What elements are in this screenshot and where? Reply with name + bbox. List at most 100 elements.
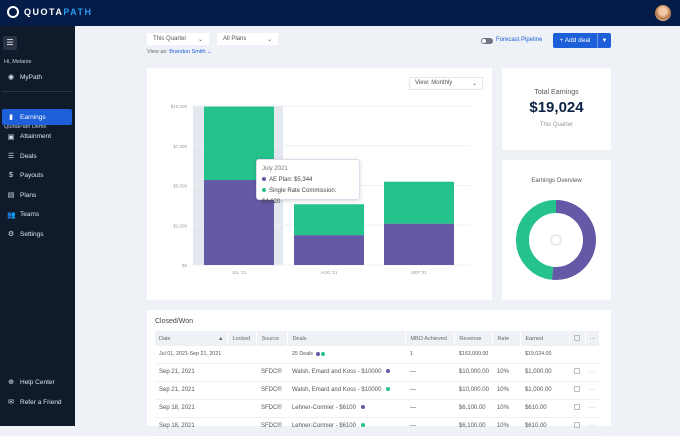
table-row[interactable]: Sep 21, 2021 SFDC® Walsh, Emard and Koss -…	[155, 381, 600, 400]
gear-icon: ⚙	[7, 231, 15, 238]
section-label: QuotaPath Demo	[4, 124, 47, 130]
sidebar-item-settings[interactable]: ⚙ Settings	[2, 226, 72, 242]
select-all-header[interactable]	[569, 331, 586, 346]
view-as-user-dropdown[interactable]: Brandon Smith	[169, 49, 206, 55]
more-icon[interactable]: ···	[589, 423, 595, 429]
header-label: Deals	[292, 335, 307, 342]
sidebar-item-mypath[interactable]: ◉ MyPath	[2, 69, 72, 85]
ae-plan-dot	[315, 351, 320, 356]
add-deal-dropdown-button[interactable]: ▼	[597, 33, 611, 48]
deals-table: Date ▲ Locked Source Deals MBO Achieved Revenu…	[155, 331, 600, 436]
sidebar: ☰ Hi, Melanie ◉ MyPath QuotaPath Demo ▮ Ea…	[0, 26, 75, 426]
column-header-source[interactable]: Source	[256, 331, 289, 346]
more-icon[interactable]: ···	[589, 335, 596, 342]
table-row[interactable]: Sep 18, 2021 SFDC® Lehner-Cormier - $6100 —…	[155, 399, 600, 418]
add-deal-button[interactable]: + Add deal	[553, 33, 597, 48]
cell-revenue: $6,100.00	[454, 417, 493, 436]
bar-ae-plan[interactable]	[384, 223, 454, 265]
sidebar-item-label: Help Center	[20, 378, 55, 386]
table-row[interactable]: Sep 21, 2021 SFDC® Walsh, Emard and Koss -…	[155, 363, 600, 382]
cell-deal[interactable]: Walsh, Emard and Koss - $10000	[291, 369, 382, 375]
cell-revenue: $6,100.00	[454, 399, 493, 418]
column-header-revenue[interactable]: Revenue	[454, 331, 494, 346]
legend-dot	[262, 177, 266, 182]
column-header-date[interactable]: Date ▲	[155, 331, 229, 346]
logo-text-accent: PATH	[63, 7, 93, 17]
column-header-locked[interactable]: Locked	[227, 331, 258, 346]
sidebar-item-plans[interactable]: ▤ Plans	[2, 187, 72, 203]
donut-slice-ae-plan[interactable]	[551, 200, 596, 280]
quotapath-logo[interactable]: QUOTA PATH	[7, 6, 93, 18]
column-header-deals[interactable]: Deals	[287, 331, 407, 346]
row-checkbox[interactable]	[573, 404, 580, 410]
sidebar-item-refer-a-friend[interactable]: ✉ Refer a Friend	[2, 394, 72, 410]
period-select[interactable]: This Quarter ⌄	[147, 33, 209, 45]
bar-single-rate-commission[interactable]	[384, 181, 454, 224]
more-header[interactable]: ···	[585, 331, 600, 346]
checkbox[interactable]	[574, 334, 581, 341]
divider	[2, 91, 72, 92]
sidebar-item-attainment[interactable]: ▣ Attainment	[2, 129, 72, 145]
y-tick-label: $10,000	[171, 104, 188, 109]
chevron-down-icon: ⌄	[266, 36, 272, 43]
cell-rate: 10%	[492, 381, 521, 400]
total-earnings-period: This Quarter	[539, 122, 574, 128]
cell-earned: $19,024.00	[520, 346, 570, 364]
cell-rate: 10%	[492, 417, 521, 436]
chart-tooltip: July 2021 AE Plan: $5,344 Single Rate Co…	[256, 159, 360, 205]
forecast-pipeline-toggle[interactable]	[481, 38, 493, 44]
collapse-menu-button[interactable]: ☰	[3, 36, 17, 50]
sidebar-item-help-center[interactable]: ⊕ Help Center	[2, 374, 72, 390]
cell-deal[interactable]: Lehner-Cormier - $6100	[291, 423, 356, 429]
forecast-pipeline-label[interactable]: Forecast Pipeline	[496, 37, 543, 43]
cell-earned: $1,000.00	[520, 363, 570, 382]
sidebar-item-teams[interactable]: 👥 Teams	[2, 207, 72, 223]
header-label: Revenue	[459, 335, 482, 342]
view-select[interactable]: View: Monthly ⌄	[409, 77, 483, 90]
cell-mbo: —	[405, 417, 455, 436]
cell-deal[interactable]: Walsh, Emard and Koss - $10000	[291, 387, 382, 393]
table-title: Closed/Won	[155, 318, 194, 325]
row-checkbox[interactable]	[573, 368, 580, 374]
cell-date: Jul 01, 2021-Sep 21, 2021	[155, 346, 228, 364]
y-tick-label: $0	[182, 263, 188, 268]
cell-revenue: $163,000.00	[454, 346, 493, 364]
period-value: This Quarter	[153, 36, 187, 42]
sidebar-item-payouts[interactable]: $ Payouts	[2, 168, 72, 184]
sidebar-item-earnings[interactable]: ▮ Earnings	[2, 109, 72, 125]
column-header-rate[interactable]: Rate	[492, 331, 522, 346]
column-header-mbo-achieved[interactable]: MBO Achieved	[405, 331, 456, 346]
header-label: MBO Achieved	[410, 335, 447, 342]
row-checkbox[interactable]	[573, 422, 580, 428]
dollar-icon: $	[9, 172, 13, 179]
plans-select[interactable]: All Plans ⌄	[217, 33, 278, 45]
tooltip-line: Single Rate Commission: $4,620	[262, 188, 337, 205]
sidebar-item-label: Plans	[20, 191, 37, 199]
more-icon[interactable]: ···	[589, 387, 595, 393]
plan-dot	[386, 387, 391, 392]
x-tick-label: JUL '21	[232, 270, 247, 275]
sort-asc-icon[interactable]: ▲	[218, 335, 224, 342]
quotapath-watermark-icon	[550, 234, 562, 246]
donut-slice-single-rate[interactable]	[516, 200, 557, 280]
chevron-down-icon[interactable]: ⌄	[207, 49, 212, 55]
sidebar-item-label: MyPath	[20, 73, 43, 81]
row-checkbox[interactable]	[573, 386, 580, 392]
bar-ae-plan[interactable]	[294, 235, 364, 265]
more-icon[interactable]: ···	[589, 369, 595, 375]
more-icon[interactable]: ···	[589, 405, 595, 411]
tooltip-title: July 2021	[262, 166, 288, 172]
table-row[interactable]: Sep 18, 2021 SFDC® Lehner-Cormier - $6100 —…	[155, 417, 600, 436]
inbox-icon: ✉	[8, 399, 14, 406]
earnings-donut-chart	[516, 200, 596, 280]
logo-icon	[7, 6, 19, 18]
user-avatar[interactable]	[655, 5, 671, 21]
bar-single-rate-commission[interactable]	[294, 204, 364, 236]
sidebar-item-deals[interactable]: ☰ Deals	[2, 148, 72, 164]
cell-date: Sep 21, 2021	[155, 381, 228, 400]
cell-rate: 10%	[492, 363, 521, 382]
column-header-earned[interactable]: Earned	[520, 331, 571, 346]
view-as-label: View as:	[147, 49, 168, 55]
x-tick-label: AUG '21	[321, 270, 338, 275]
cell-deal[interactable]: Lehner-Cormier - $6100	[291, 405, 356, 411]
